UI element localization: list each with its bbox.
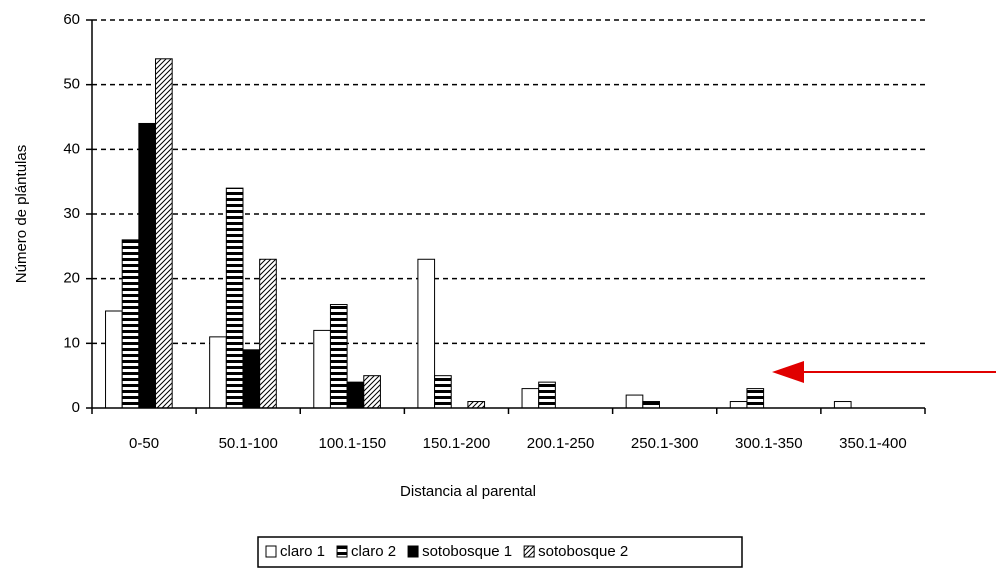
- y-tick-label: 50: [63, 76, 80, 93]
- legend-label: sotobosque 1: [422, 543, 512, 560]
- bar: [259, 258, 277, 409]
- x-tick-label: 350.1-400: [839, 435, 907, 452]
- bar: [434, 375, 452, 409]
- bar: [209, 336, 227, 409]
- y-tick-label: 0: [72, 399, 80, 416]
- legend-swatch: [407, 545, 419, 558]
- bar: [417, 258, 436, 409]
- x-tick-label: 0-50: [129, 435, 159, 452]
- bar: [121, 239, 140, 409]
- bar: [729, 401, 748, 409]
- annotation-arrow-head: [772, 361, 804, 383]
- x-tick-label: 100.1-150: [319, 435, 387, 452]
- bar: [225, 187, 244, 409]
- x-tick-label: 250.1-300: [631, 435, 699, 452]
- x-tick-label: 200.1-250: [527, 435, 595, 452]
- bar: [833, 401, 852, 409]
- bar: [329, 304, 348, 409]
- x-tick-label: 50.1-100: [219, 435, 278, 452]
- x-tick-label: 150.1-200: [423, 435, 491, 452]
- bar: [242, 349, 261, 409]
- y-axis-label: Número de plántulas: [13, 145, 30, 283]
- bar: [138, 122, 157, 409]
- legend-swatch: [523, 545, 535, 558]
- legend-label: sotobosque 2: [538, 543, 628, 560]
- y-tick-label: 60: [63, 11, 80, 28]
- x-axis-label: Distancia al parental: [400, 483, 536, 500]
- y-tick-label: 20: [63, 270, 80, 287]
- bar: [467, 401, 486, 409]
- bar: [521, 388, 540, 409]
- legend-swatch: [336, 545, 348, 558]
- y-tick-label: 30: [63, 205, 80, 222]
- bar: [642, 401, 660, 409]
- bar: [155, 58, 173, 409]
- bar: [313, 329, 331, 409]
- legend-box: [257, 536, 743, 568]
- legend-label: claro 1: [280, 543, 325, 560]
- bar: [363, 375, 381, 409]
- bar: [746, 388, 765, 409]
- x-tick-label: 300.1-350: [735, 435, 803, 452]
- y-tick-label: 40: [63, 140, 80, 157]
- y-tick-label: 10: [63, 334, 80, 351]
- legend-label: claro 2: [351, 543, 396, 560]
- bar: [625, 394, 644, 409]
- bar: [105, 310, 123, 409]
- legend-swatch: [265, 545, 277, 558]
- bar: [346, 381, 365, 409]
- bar: [538, 381, 556, 409]
